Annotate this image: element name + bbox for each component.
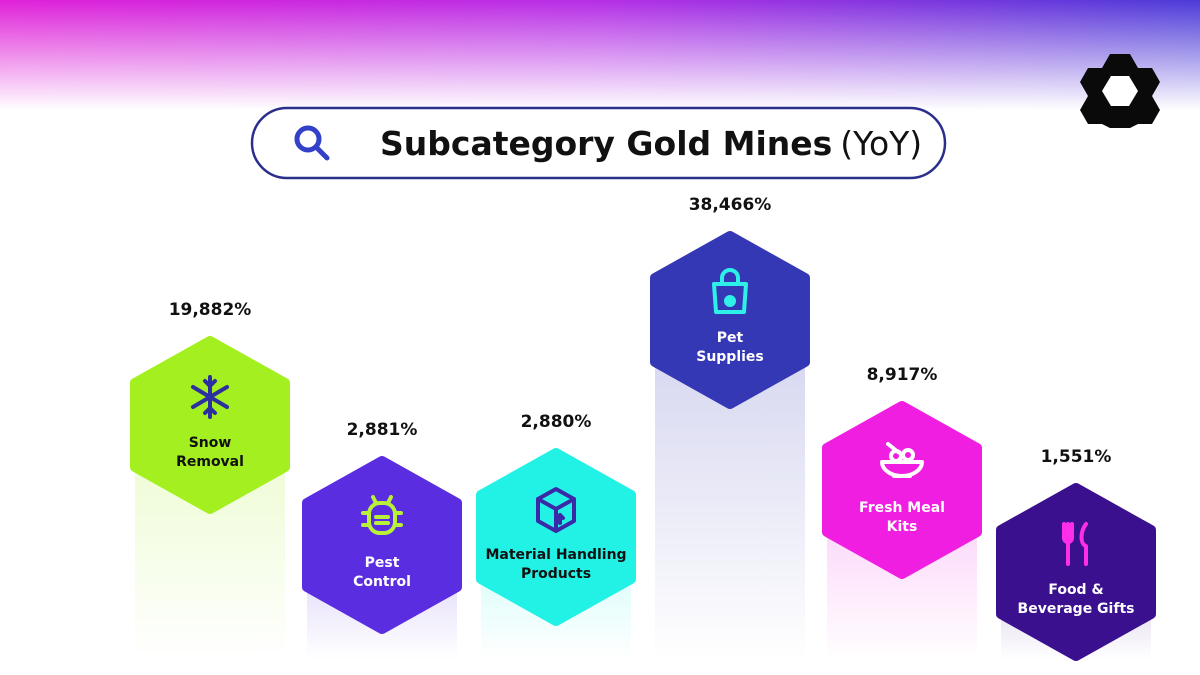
hexagon [650,231,810,409]
item-label: Control [353,574,411,590]
search-icon [294,125,330,161]
item-value: 19,882% [169,300,252,320]
hexagon [476,448,636,626]
item: 2,880% Material Handling Products [476,412,636,626]
item: 19,882% Snow Removal [130,300,290,514]
icon [712,268,748,314]
logo [1080,54,1160,128]
item-value: 1,551% [1041,447,1112,467]
item-label: Fresh Meal [859,500,945,516]
item: 38,466% Pet Supplies [650,195,810,409]
item-value: 8,917% [867,365,938,385]
item: 2,881% Pest Control [302,420,462,634]
icon [880,442,924,478]
item-label: Products [521,566,591,582]
item-label: Material Handling [485,547,626,563]
item: 8,917% Fresh Meal Kits [822,365,982,579]
hexagon [130,336,290,514]
item-label: Snow [189,435,232,451]
item-label: Supplies [696,349,764,365]
item-value: 38,466% [689,195,772,215]
top-band-fade [0,0,1200,110]
search-box [250,106,947,180]
icon [361,495,403,535]
item-label: Beverage Gifts [1018,601,1135,617]
hexagon [822,401,982,579]
icon [536,487,576,533]
icon [191,375,229,419]
title-main: Subcategory Gold Mines [380,124,832,163]
item: 1,551% Food & Beverage Gifts [996,447,1156,661]
item-label: Pest [365,555,400,571]
title: Subcategory Gold Mines (YoY) [380,124,922,163]
hexagon [302,456,462,634]
item-label: Pet [717,330,744,346]
item-value: 2,880% [521,412,592,432]
item-value: 2,881% [347,420,418,440]
item-label: Removal [176,454,244,470]
item-label: Food & [1048,582,1103,598]
hexagon [996,483,1156,661]
item-label: Kits [887,519,918,535]
icon [1062,522,1088,566]
title-suffix: (YoY) [840,124,922,163]
